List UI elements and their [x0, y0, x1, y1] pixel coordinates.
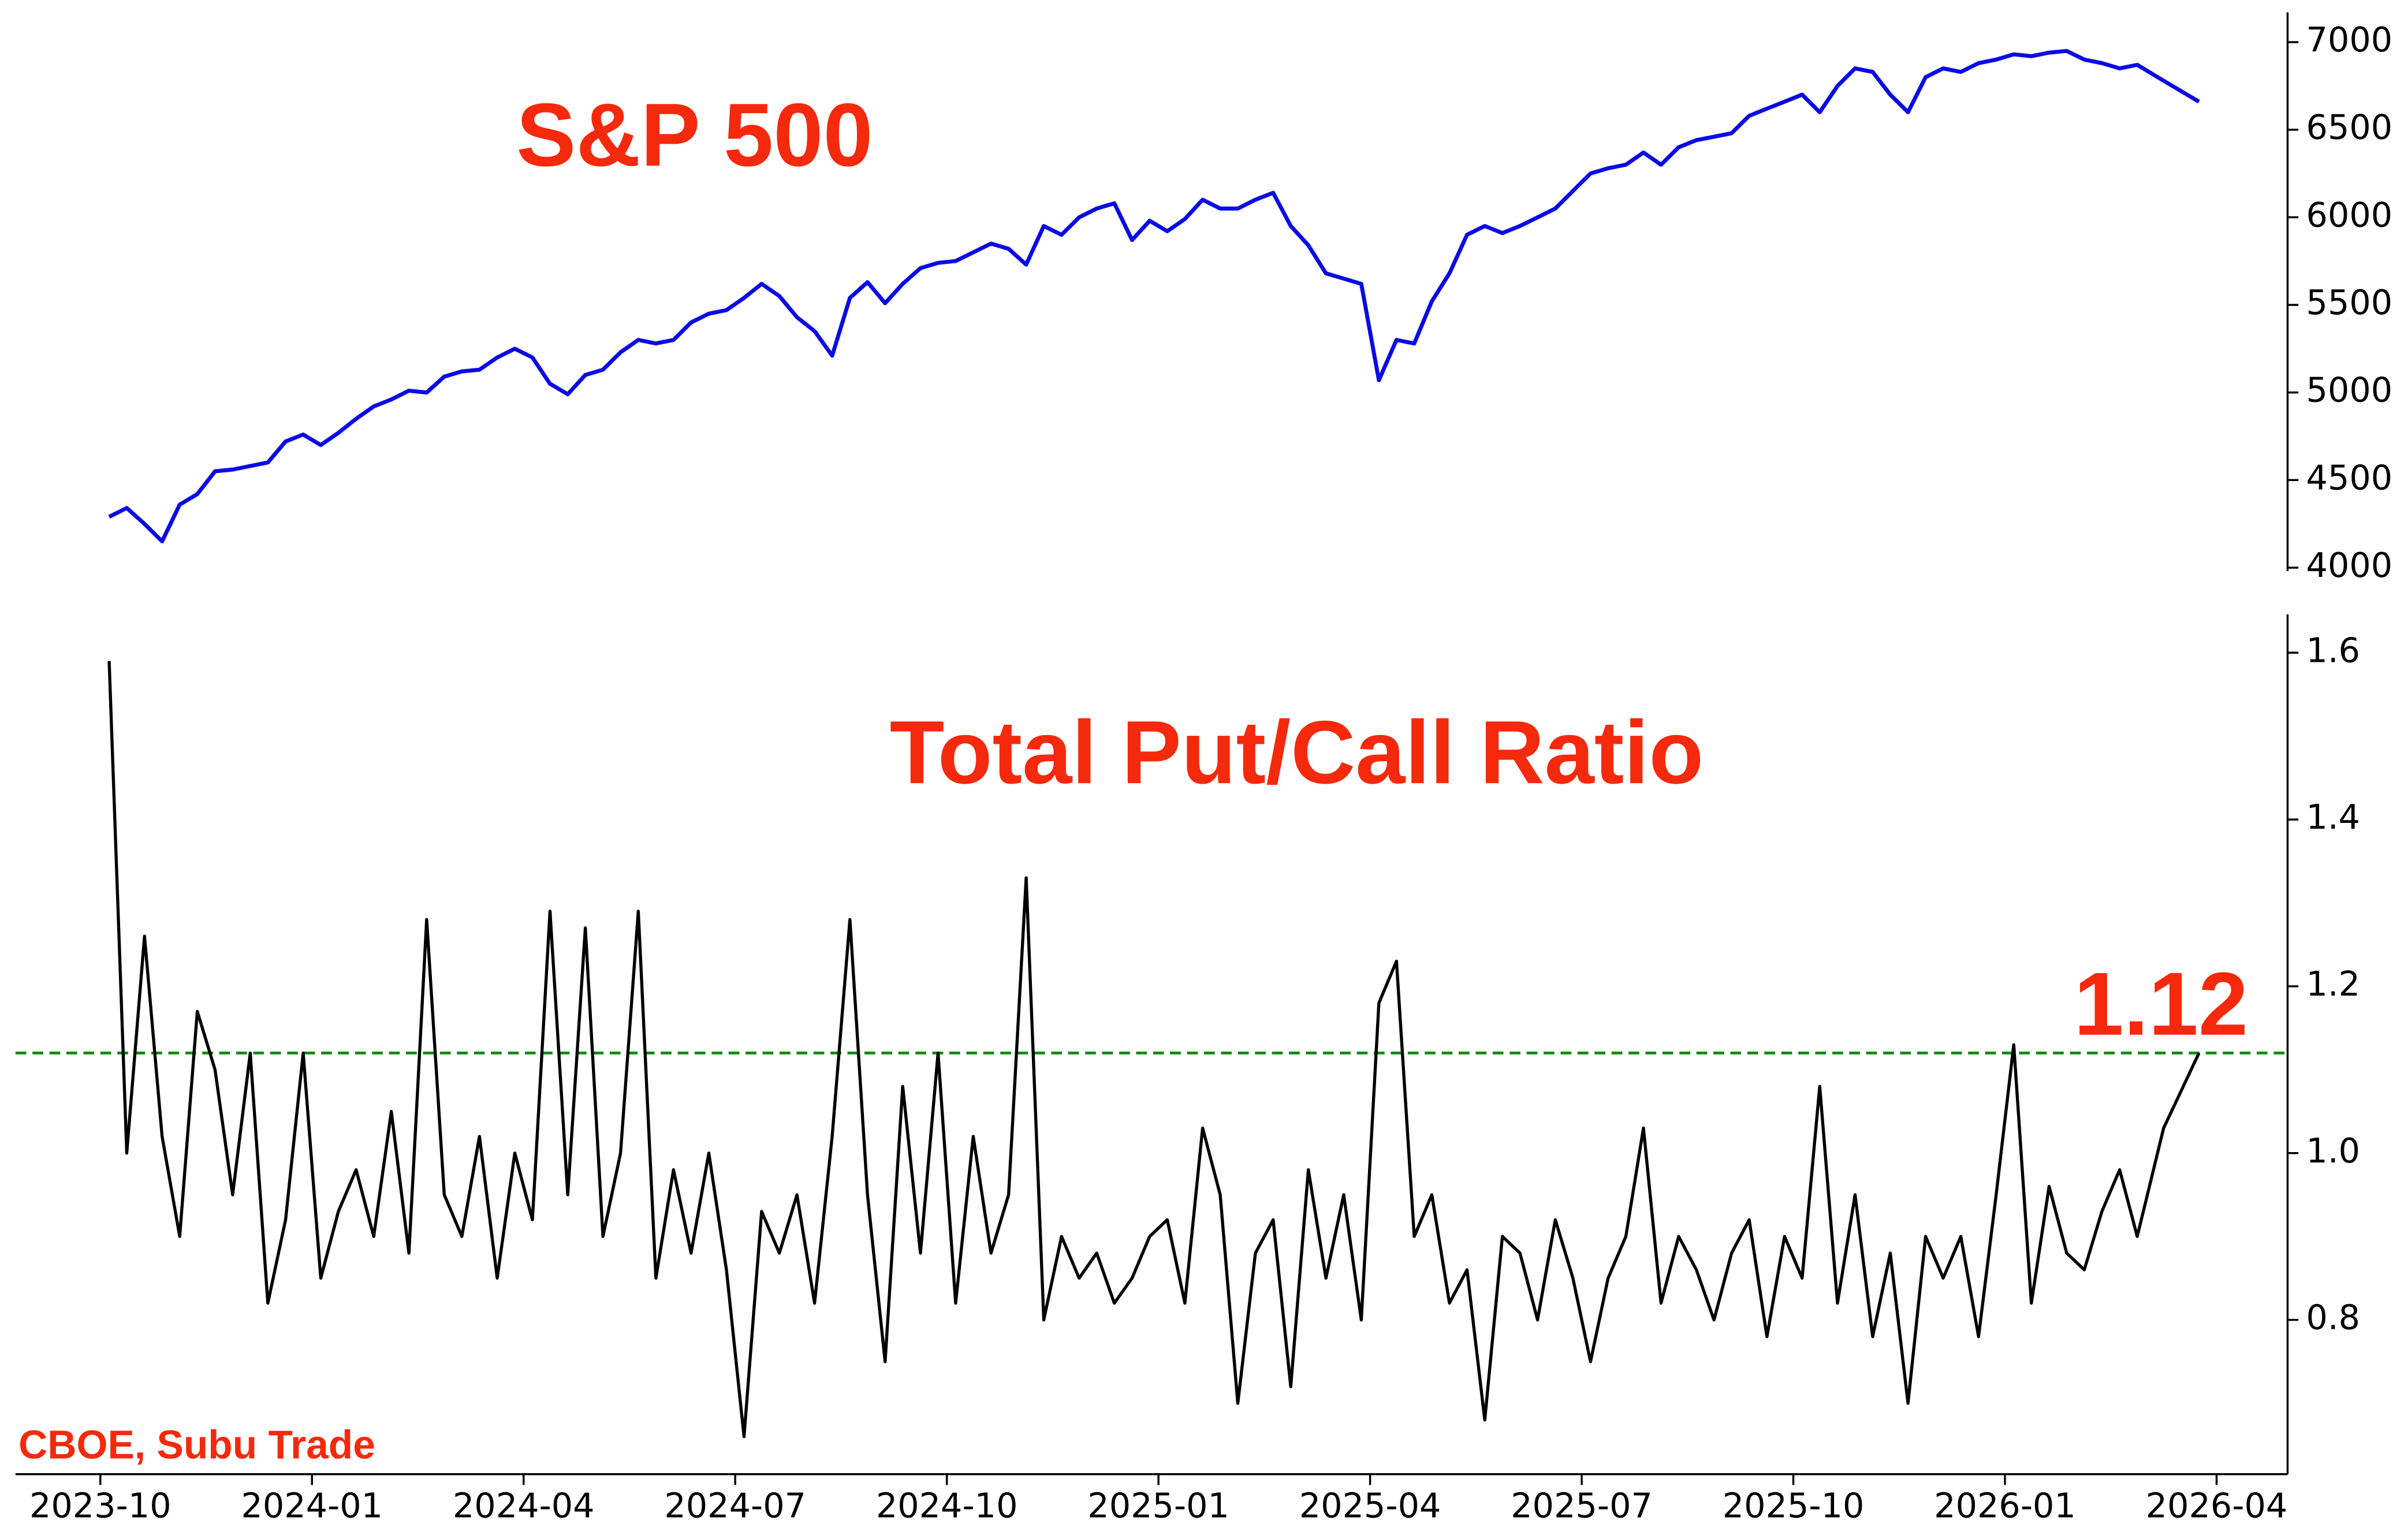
bottom-title: Total Put/Call Ratio: [890, 702, 1704, 802]
x-tick-label: 2026-04: [2146, 1486, 2288, 1526]
x-tick-label: 2026-01: [1934, 1486, 2076, 1526]
y-tick-label: 6500: [2306, 107, 2393, 147]
y-tick-label: 5500: [2306, 282, 2393, 322]
x-tick-label: 2025-04: [1299, 1486, 1441, 1526]
x-tick-label: 2023-10: [29, 1486, 172, 1526]
series-line: [108, 49, 2200, 543]
y-tick-label: 0.8: [2306, 1298, 2361, 1337]
series-line: [107, 661, 2201, 1439]
x-tick-label: 2025-10: [1723, 1486, 1865, 1526]
x-tick-label: 2024-07: [664, 1486, 806, 1526]
y-tick-label: 6000: [2306, 195, 2393, 234]
y-tick-label: 7000: [2306, 20, 2393, 59]
y-tick-label: 1.4: [2306, 797, 2361, 837]
y-tick-label: 4000: [2306, 545, 2393, 585]
x-tick-label: 2025-01: [1087, 1486, 1229, 1526]
top-title: S&P 500: [516, 85, 873, 185]
y-tick-label: 5000: [2306, 370, 2393, 410]
y-tick-label: 4500: [2306, 457, 2393, 497]
y-tick-label: 1.0: [2306, 1131, 2361, 1171]
x-tick-label: 2024-01: [241, 1486, 383, 1526]
x-tick-label: 2025-07: [1511, 1486, 1653, 1526]
source: CBOE, Subu Trade: [18, 1422, 375, 1467]
x-tick-label: 2024-04: [453, 1486, 595, 1526]
y-tick-label: 1.6: [2306, 630, 2361, 670]
y-tick-label: 1.2: [2306, 964, 2361, 1004]
x-tick-label: 2024-10: [876, 1486, 1018, 1526]
last-value-label: 1.12: [2074, 954, 2248, 1054]
